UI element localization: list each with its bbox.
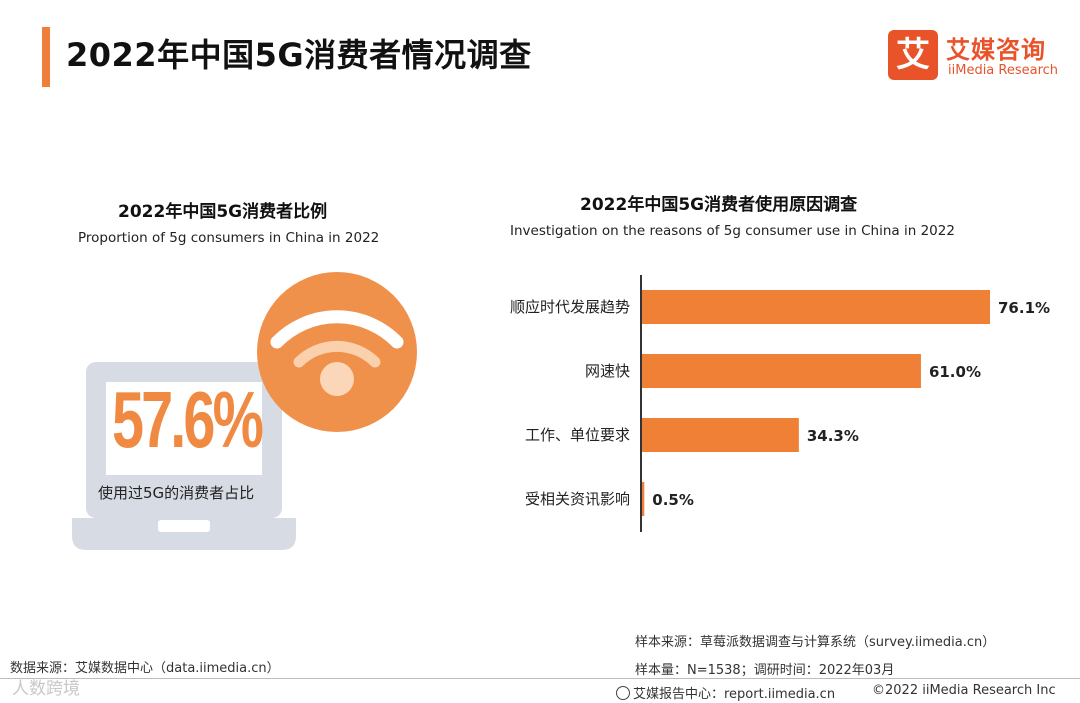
wifi-icon [257,272,417,432]
logo: 艾 艾媒咨询 iiMedia Research [888,28,1068,84]
bar [642,418,799,452]
category-label: 网速快 [585,362,630,380]
sample-size: 样本量：N=1538；调研时间：2022年03月 [635,663,895,678]
report-center: 艾媒报告中心：report.iimedia.cn [616,683,835,702]
value-label: 0.5% [652,491,694,509]
laptop-icon [72,362,296,550]
left-chart-title: 2022年中国5G消费者比例 [118,202,328,222]
copyright: ©2022 iiMedia Research Inc [872,683,1056,698]
bar [642,290,990,324]
title-accent-bar [42,27,50,87]
big-percent-value: 57.6% [112,375,264,464]
globe-icon [616,686,630,700]
footer-divider [0,678,1080,679]
category-label: 工作、单位要求 [525,426,630,444]
data-source: 数据来源：艾媒数据中心（data.iimedia.cn） [10,661,280,676]
logo-name-cn: 艾媒咨询 [946,36,1046,64]
logo-mark [888,30,938,80]
page-title: 2022年中国5G消费者情况调查 [66,36,532,74]
bar [642,482,645,516]
report-center-text: 艾媒报告中心：report.iimedia.cn [633,687,836,702]
value-label: 61.0% [929,363,981,381]
value-label: 34.3% [807,427,859,445]
watermark: 人数跨境 [12,679,80,699]
category-label: 顺应时代发展趋势 [510,298,630,316]
bar [642,354,921,388]
logo-name-en: iiMedia Research [948,63,1059,78]
value-label: 76.1% [998,299,1050,317]
category-label: 受相关资讯影响 [525,490,630,508]
reasons-bar-chart: 顺应时代发展趋势 76.1% 网速快 61.0% 工作、单位要求 34.3% 受相关资讯影响… [510,275,1050,532]
left-chart-subtitle: Proportion of 5g consumers in China in 2… [78,230,380,246]
logo-glyph: 艾 [896,35,930,75]
sample-source: 样本来源：草莓派数据调查与计算系统（survey.iimedia.cn） [635,635,996,650]
right-chart-title: 2022年中国5G消费者使用原因调查 [580,195,858,215]
percent-caption: 使用过5G的消费者占比 [98,484,255,502]
laptop-wifi-illustration [72,272,417,550]
right-chart-subtitle: Investigation on the reasons of 5g consu… [510,223,955,239]
